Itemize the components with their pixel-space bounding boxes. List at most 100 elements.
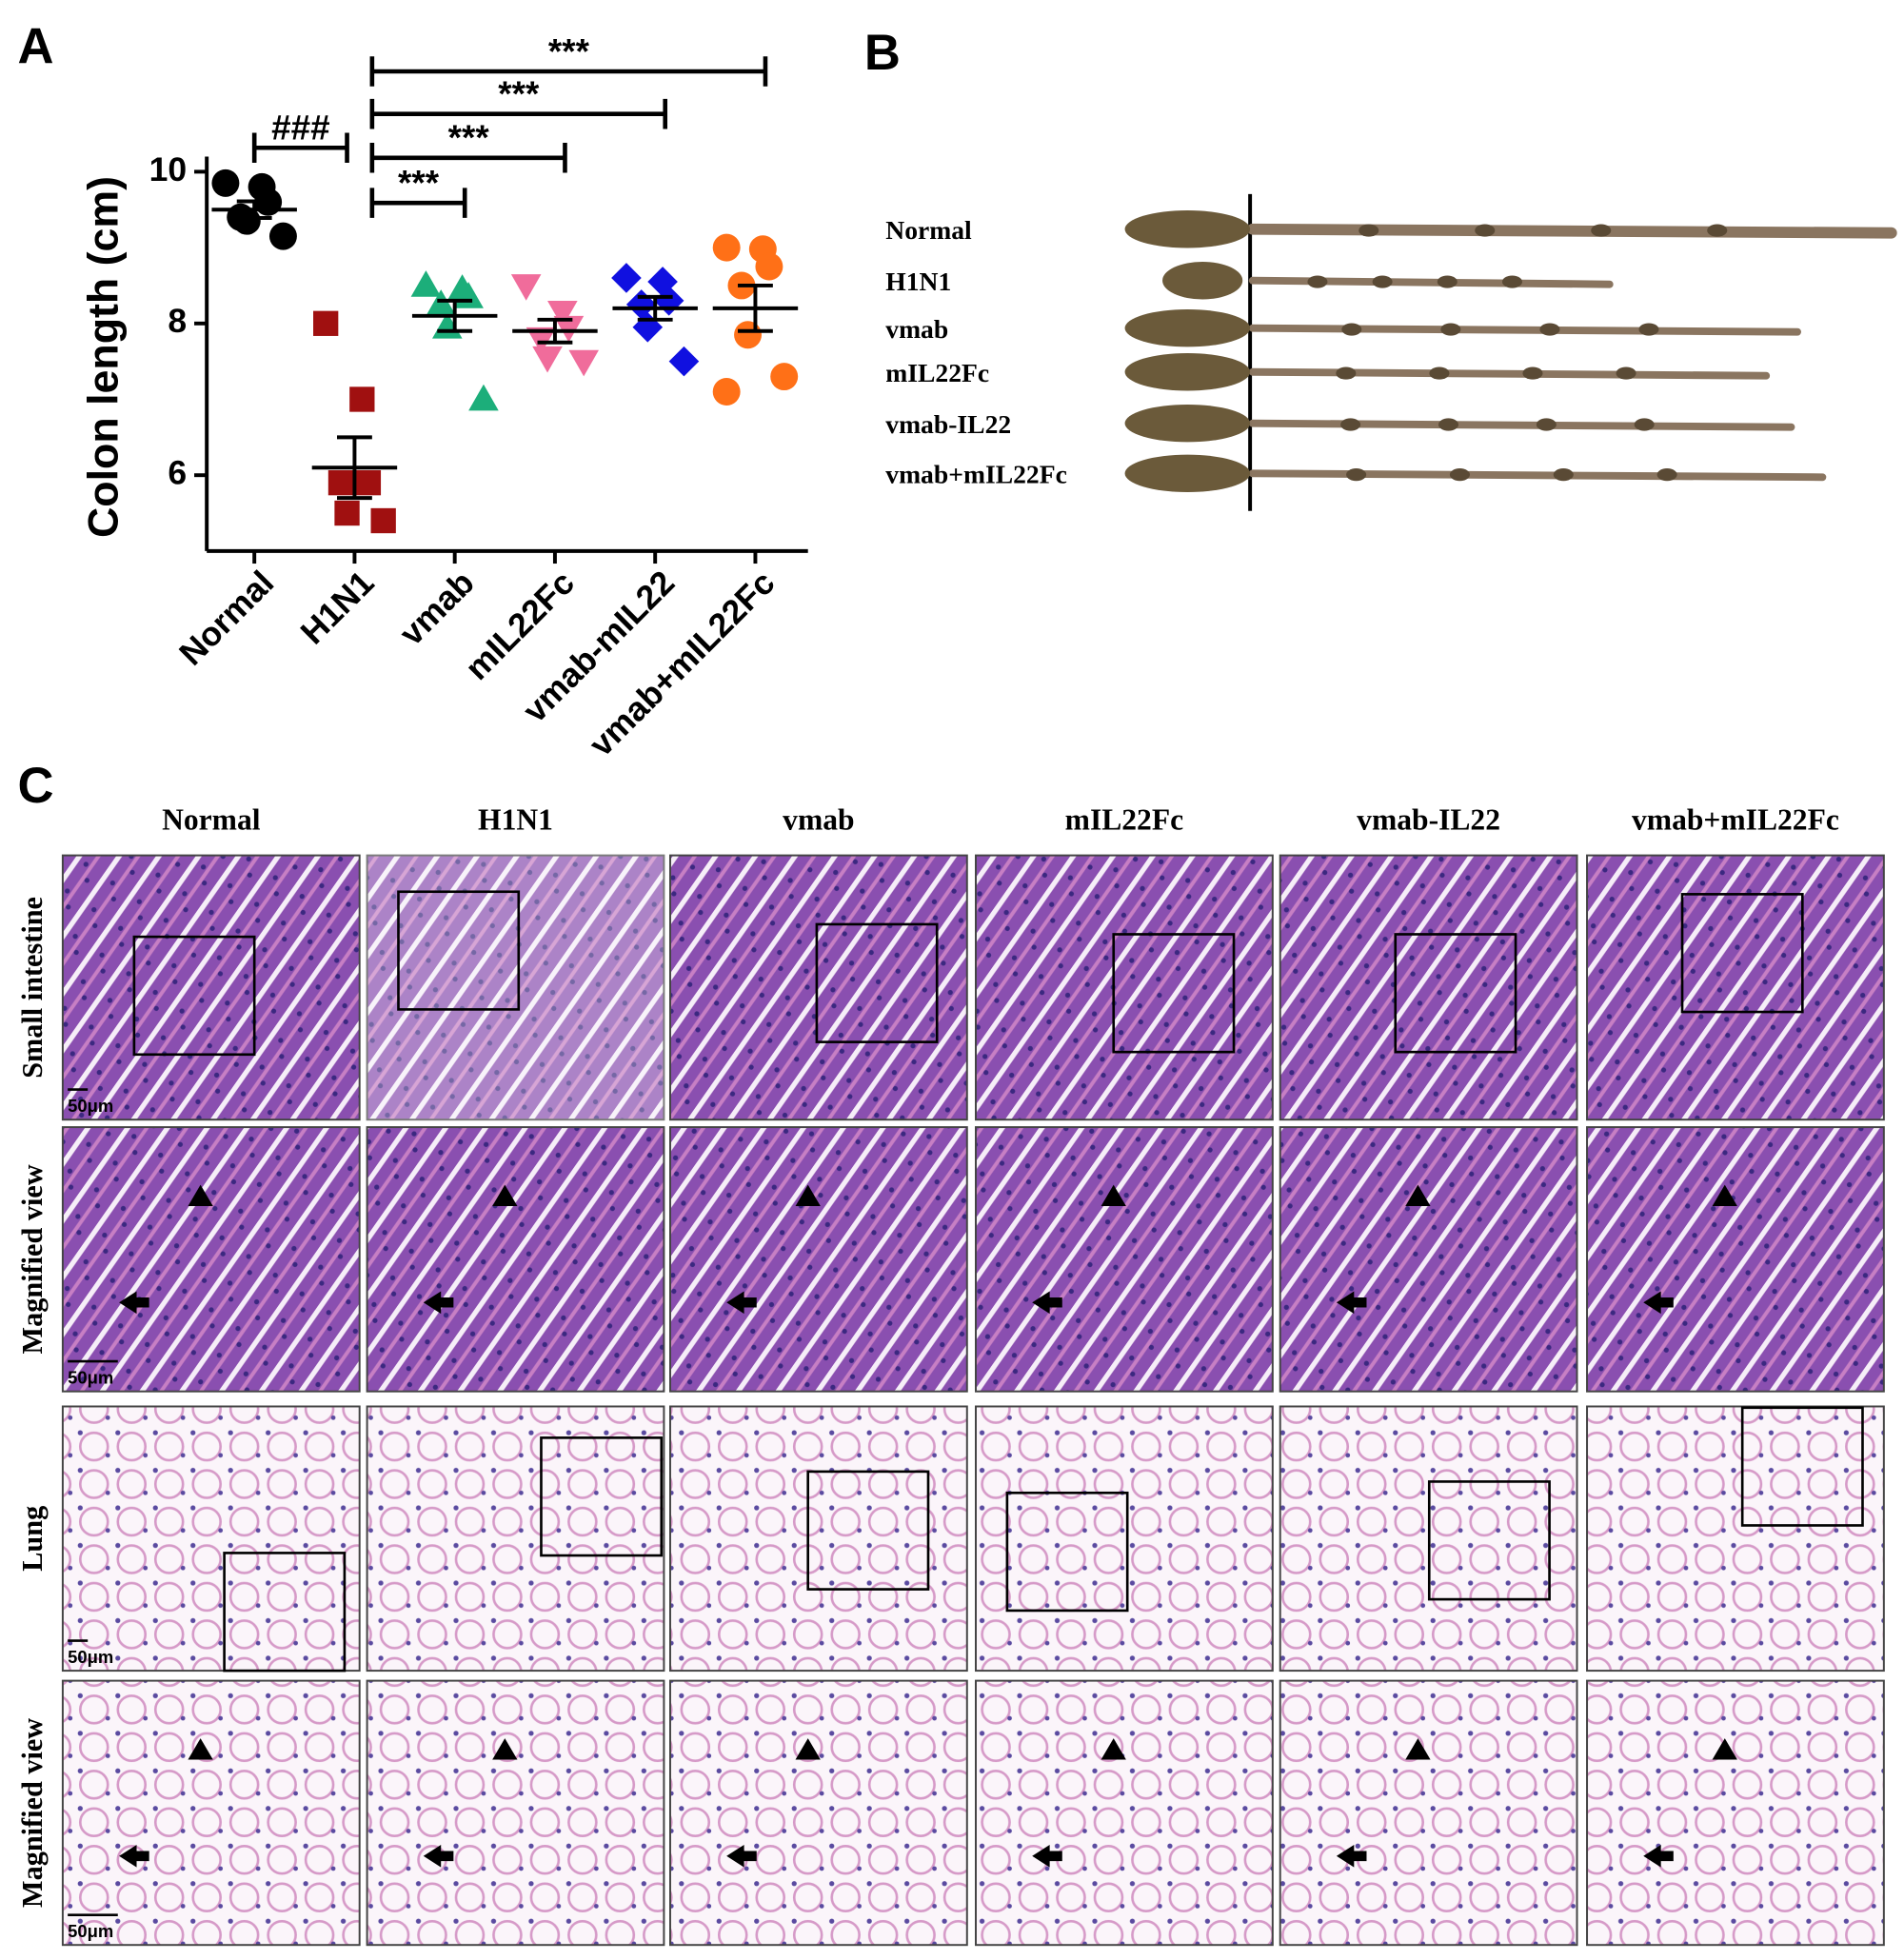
colon-pellet [1336,366,1357,380]
row-label: H1N1 [885,267,951,296]
arrow-marker [1643,1844,1674,1868]
x-tick-label: vmab [392,564,482,653]
colon-pellet [1341,323,1362,336]
histology-image [1279,854,1578,1121]
panel-label: C [18,758,54,814]
significance-label: *** [448,118,490,157]
colon-photo [1248,276,1614,288]
histology-image [366,854,665,1121]
arrow-marker [726,1291,757,1315]
histology-image [61,1126,361,1393]
data-point [510,274,542,301]
arrow-marker [726,1844,757,1868]
colon-pellet [1536,418,1557,431]
arrowhead-marker [1712,1184,1737,1206]
histology-image [975,1679,1274,1947]
colon-photo [1124,353,1251,391]
bracket [251,132,349,164]
column-header: vmab [783,803,854,837]
histology-image [668,854,968,1121]
data-point [770,363,799,391]
column-header: Normal [162,803,261,837]
column-header: mIL22Fc [1065,803,1183,837]
histology-image [1279,1126,1578,1393]
y-tick-label: 6 [168,454,187,492]
y-tick-label: 10 [149,150,188,188]
inset-box [1394,933,1517,1054]
arrowhead-marker [795,1738,821,1760]
data-point [668,346,700,377]
significance-bracket: *** [369,118,567,173]
colon-pellet [1437,275,1458,288]
column-header: vmab+mIL22Fc [1632,803,1839,837]
significance-label: *** [398,163,440,202]
significance-bracket: *** [369,31,768,87]
arrow-marker [119,1291,149,1315]
colon-pellet [1340,418,1361,431]
column-header: H1N1 [478,803,553,837]
inset-box [1112,933,1236,1054]
arrowhead-marker [1405,1184,1431,1206]
data-point [355,470,382,496]
row-label: vmab+mIL22Fc [885,460,1067,489]
histology-image [975,1126,1274,1393]
x-tick-label: vmab+mIL22Fc [582,564,782,763]
significance-label: *** [548,31,590,70]
histology-image [61,1405,361,1673]
data-point [327,470,354,496]
data-point [468,384,499,411]
arrow-marker [119,1844,149,1868]
data-point [712,233,741,262]
colon-photo [1246,223,1897,239]
scale-bar-label: 50μm [68,1096,113,1116]
colon-pellet [1616,366,1636,380]
inset-box [223,1552,347,1673]
inset-box [1680,893,1804,1014]
bracket [369,56,768,87]
colon-pellet [1539,323,1560,336]
colon-pellet [1634,418,1655,431]
histology-image [668,1126,968,1393]
inset-box [815,922,939,1043]
row-label: Magnified view [16,1718,49,1908]
colon-pellet [1449,468,1470,482]
x-tick-label: Normal [171,564,281,673]
colon-pellet [1553,468,1574,482]
histology-image [61,1679,361,1947]
data-point [349,386,375,412]
scale-bar-label: 50μm [68,1647,113,1667]
colon-photo [1162,261,1243,300]
arrowhead-marker [188,1738,213,1760]
arrowhead-marker [795,1184,821,1206]
row-label: mIL22Fc [885,358,989,387]
arrowhead-marker [188,1184,213,1206]
colon-pellet [1707,224,1728,237]
data-point [611,263,642,293]
data-point [410,270,442,297]
arrow-marker [1336,1844,1367,1868]
colon-photo [1124,454,1251,493]
data-point [734,321,763,349]
bracket [369,98,668,129]
arrowhead-marker [492,1184,518,1206]
colon-pellet [1501,275,1522,288]
inset-box [806,1470,930,1591]
histology-image [1279,1679,1578,1947]
y-tick-label: 8 [168,302,187,340]
data-point [755,252,783,281]
data-point [632,311,664,343]
arrowhead-marker [492,1738,518,1760]
colon-pellet [1522,366,1543,380]
arrow-marker [1643,1291,1674,1315]
inset-box [1427,1480,1551,1601]
data-point [568,349,599,377]
colon-photo [1248,469,1827,482]
histology-image [668,1679,968,1947]
column-header: vmab-IL22 [1357,803,1500,837]
histology-image [1586,1679,1885,1947]
colon-pellet [1440,323,1461,336]
inset-box [132,935,256,1057]
row-label: Small intestine [16,897,49,1079]
